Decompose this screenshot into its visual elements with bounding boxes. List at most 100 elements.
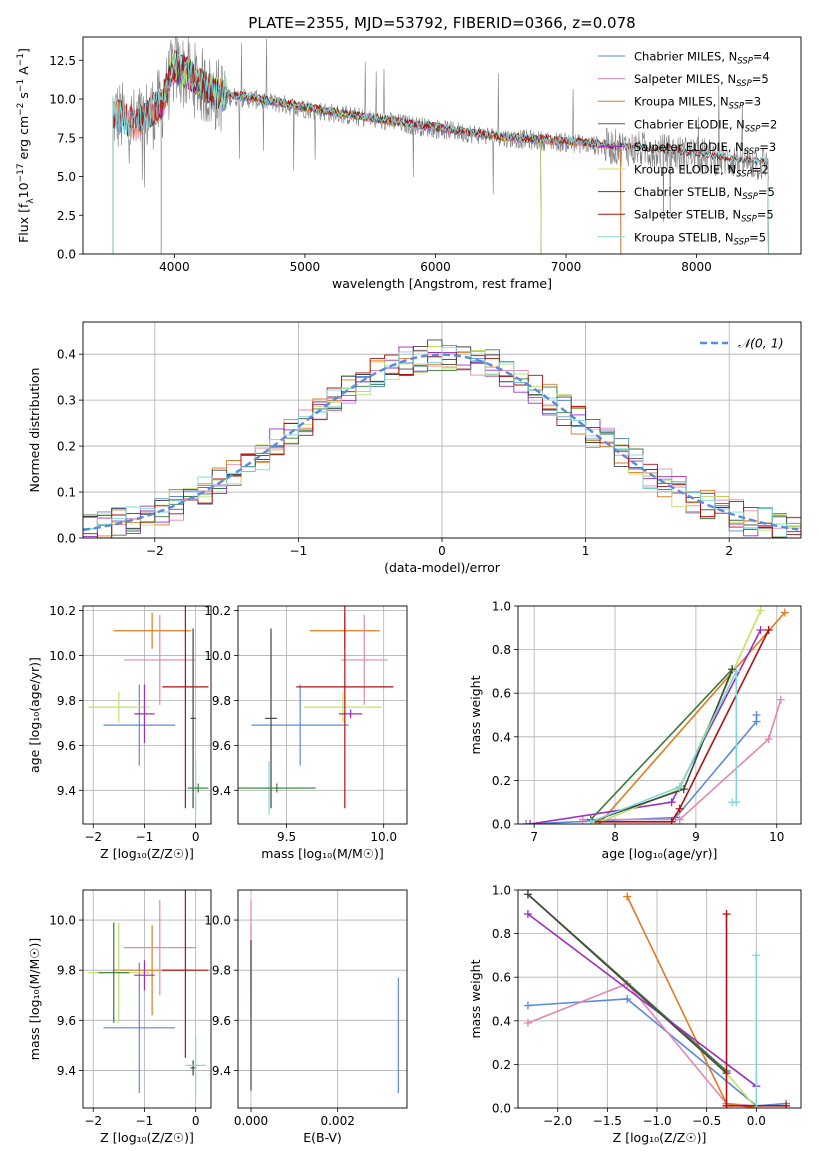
legend-label-suffix: =2 — [760, 117, 777, 131]
weight-marker — [722, 909, 731, 918]
legend-label-main: Kroupa STELIB, N — [634, 230, 734, 244]
weight-marker — [728, 798, 737, 807]
age_vs_Z-ylabel: age [log₁₀(age/yr)] — [27, 657, 42, 773]
weight-marker — [526, 820, 535, 824]
weight-marker — [523, 1001, 532, 1010]
weight_vs_Z-xtick-label: −0.5 — [692, 1114, 721, 1128]
mass_vs_Z-ytick-label: 10.0 — [49, 914, 76, 928]
age_vs_Z-xtick-label: −2 — [84, 830, 102, 844]
legend-label-suffix: =5 — [749, 230, 766, 244]
mass_vs_ebv-xtick-label: 0.002 — [320, 1114, 354, 1128]
residuals-xtick-label: 2 — [725, 544, 733, 558]
weight_vs_Z-ytick-label: 0.0 — [492, 1102, 511, 1116]
spectrum-xtick-label: 4000 — [159, 260, 190, 274]
spectrum-plot-area — [112, 37, 769, 254]
legend-label-main: Chabrier ELODIE, N — [634, 117, 745, 131]
weight-line — [590, 629, 770, 823]
spectrum-xtick-label: 7000 — [551, 260, 582, 274]
weight_vs_Z-ytick-label: 0.6 — [492, 971, 511, 985]
legend-label-sub: SSP — [745, 124, 761, 134]
mass_vs_Z-xlabel: Z [log₁₀(Z/Z☉)] — [100, 1130, 194, 1145]
legend-label-main: Salpeter STELIB, N — [634, 208, 741, 222]
residuals-xtick-label: 1 — [582, 544, 590, 558]
weight-marker — [752, 711, 761, 719]
mass_vs_Z-ytick-label: 9.4 — [57, 1064, 76, 1078]
model-spectrum-k-elodie — [160, 53, 542, 254]
normal-distribution-curve — [83, 353, 799, 532]
weight-marker — [780, 608, 789, 617]
weight-line — [582, 699, 782, 821]
legend-label-suffix: =4 — [753, 50, 770, 64]
weight_vs_Z-ylabel: mass weight — [468, 959, 483, 1038]
legend-label-sub: SSP — [737, 57, 753, 67]
age_vs_Z-ytick-label: 9.6 — [57, 739, 76, 753]
age_vs_Z-panel: −2 −1 0 9.4 9.6 9.8 10.0 10.2 Z [log₁₀(Z/Z☉)] age… — [27, 604, 212, 861]
spectrum-ytick-label: 2.5 — [57, 209, 76, 223]
age_vs_Z-plot-area — [88, 606, 209, 816]
spectrum-frame — [82, 36, 802, 255]
age_vs_Z-frame — [82, 605, 212, 825]
age_vs_Z-xtick-label: 0 — [192, 830, 200, 844]
legend-label-sub: SSP — [736, 170, 752, 180]
age_vs_mass-xtick-label: 10.0 — [370, 830, 397, 844]
spectrum-xlabel: wavelength [Angstrom, rest frame] — [332, 276, 552, 291]
legend-label-main: Salpeter MILES, N — [634, 72, 736, 86]
residual-histogram-k-stelib — [83, 346, 801, 538]
residuals-ylabel: Normed distribution — [27, 368, 42, 493]
age_vs_Z-ytick-label: 10.0 — [49, 649, 76, 663]
legend-entry-label: Kroupa ELODIE, NSSP=2 — [634, 163, 769, 180]
residuals-frame — [82, 321, 802, 539]
age_vs_mass-ytick-label: 10.2 — [204, 604, 231, 618]
age_vs_Z-ytick-label: 9.8 — [57, 694, 76, 708]
age_vs_mass-plot-area — [238, 606, 394, 816]
weight_vs_age-ytick-label: 1.0 — [492, 600, 511, 614]
weight-line — [527, 982, 757, 1107]
legend-label-sub: SSP — [734, 237, 750, 247]
mass_vs_Z-xtick-label: −2 — [84, 1114, 102, 1128]
weight_vs_Z-ytick-label: 0.4 — [492, 1014, 511, 1028]
legend-label-sub: SSP — [742, 192, 758, 202]
legend-label-suffix: =5 — [757, 208, 774, 222]
mass_vs_ebv-ytick-label: 9.6 — [212, 1014, 231, 1028]
spectrum-xtick-label: 6000 — [420, 260, 451, 274]
residuals-ytick-label: 0.0 — [57, 532, 76, 546]
weight_vs_Z-xtick-label: −1.0 — [642, 1114, 671, 1128]
legend-entry-label: Salpeter ELODIE, NSSP=3 — [634, 140, 776, 157]
age_vs_Z-xtick-label: −1 — [136, 830, 154, 844]
normal-legend-label: 𝒩(0, 1) — [738, 336, 784, 351]
legend-label-main: Salpeter ELODIE, N — [634, 140, 744, 154]
weight-marker — [752, 1104, 761, 1108]
weight_vs_Z-frame — [517, 889, 802, 1109]
weight-marker — [523, 909, 532, 918]
legend-entry-label: Kroupa STELIB, NSSP=5 — [634, 230, 766, 247]
weight_vs_age-plot-area — [522, 606, 789, 824]
age_vs_mass-panel: 9.5 10.0 9.4 9.6 9.8 10.0 10.2 mass [log₁₀(M/M☉… — [204, 604, 408, 861]
mass_vs_Z-plot-area — [88, 890, 209, 1096]
legend-label-suffix: =3 — [744, 95, 761, 109]
weight-marker — [679, 785, 688, 794]
weight_vs_age-xlabel: age [log₁₀(age/yr)] — [602, 846, 718, 861]
legend-entry-label: Chabrier ELODIE, NSSP=2 — [634, 117, 777, 134]
mass_vs_Z-panel: −2 −1 0 9.4 9.6 9.8 10.0 Z [log₁₀(Z/Z☉)] mass [l… — [27, 889, 212, 1145]
weight-marker — [732, 667, 741, 676]
age_vs_mass-ytick-label: 10.0 — [204, 649, 231, 663]
weight-marker — [522, 820, 531, 824]
weight_vs_age-panel: 7 8 9 10 0.0 0.2 0.4 0.6 0.8 1.0 age [log₁₀(age/yr… — [468, 600, 802, 861]
weight_vs_Z-ytick-label: 1.0 — [492, 884, 511, 898]
age_vs_Z-ytick-label: 10.2 — [49, 604, 76, 618]
weight_vs_Z-ytick-label: 0.8 — [492, 927, 511, 941]
weight_vs_age-ytick-label: 0.2 — [492, 774, 511, 788]
residual-histogram-c-elodie — [83, 349, 801, 538]
weight-marker — [764, 734, 773, 743]
residuals-xlabel: (data-model)/error — [384, 560, 501, 575]
legend-entry-label: Salpeter STELIB, NSSP=5 — [634, 208, 774, 225]
mass_vs_ebv-plot-area — [250, 900, 399, 1093]
mass_vs_ebv-xtick-label: 0.000 — [234, 1114, 268, 1128]
weight-marker — [667, 798, 676, 807]
mass_vs_Z-xtick-label: −1 — [136, 1114, 154, 1128]
residuals-xtick-label: 0 — [438, 544, 446, 558]
weight-line — [527, 998, 787, 1107]
weight-marker — [756, 606, 765, 615]
residuals-ytick-label: 0.2 — [57, 440, 76, 454]
